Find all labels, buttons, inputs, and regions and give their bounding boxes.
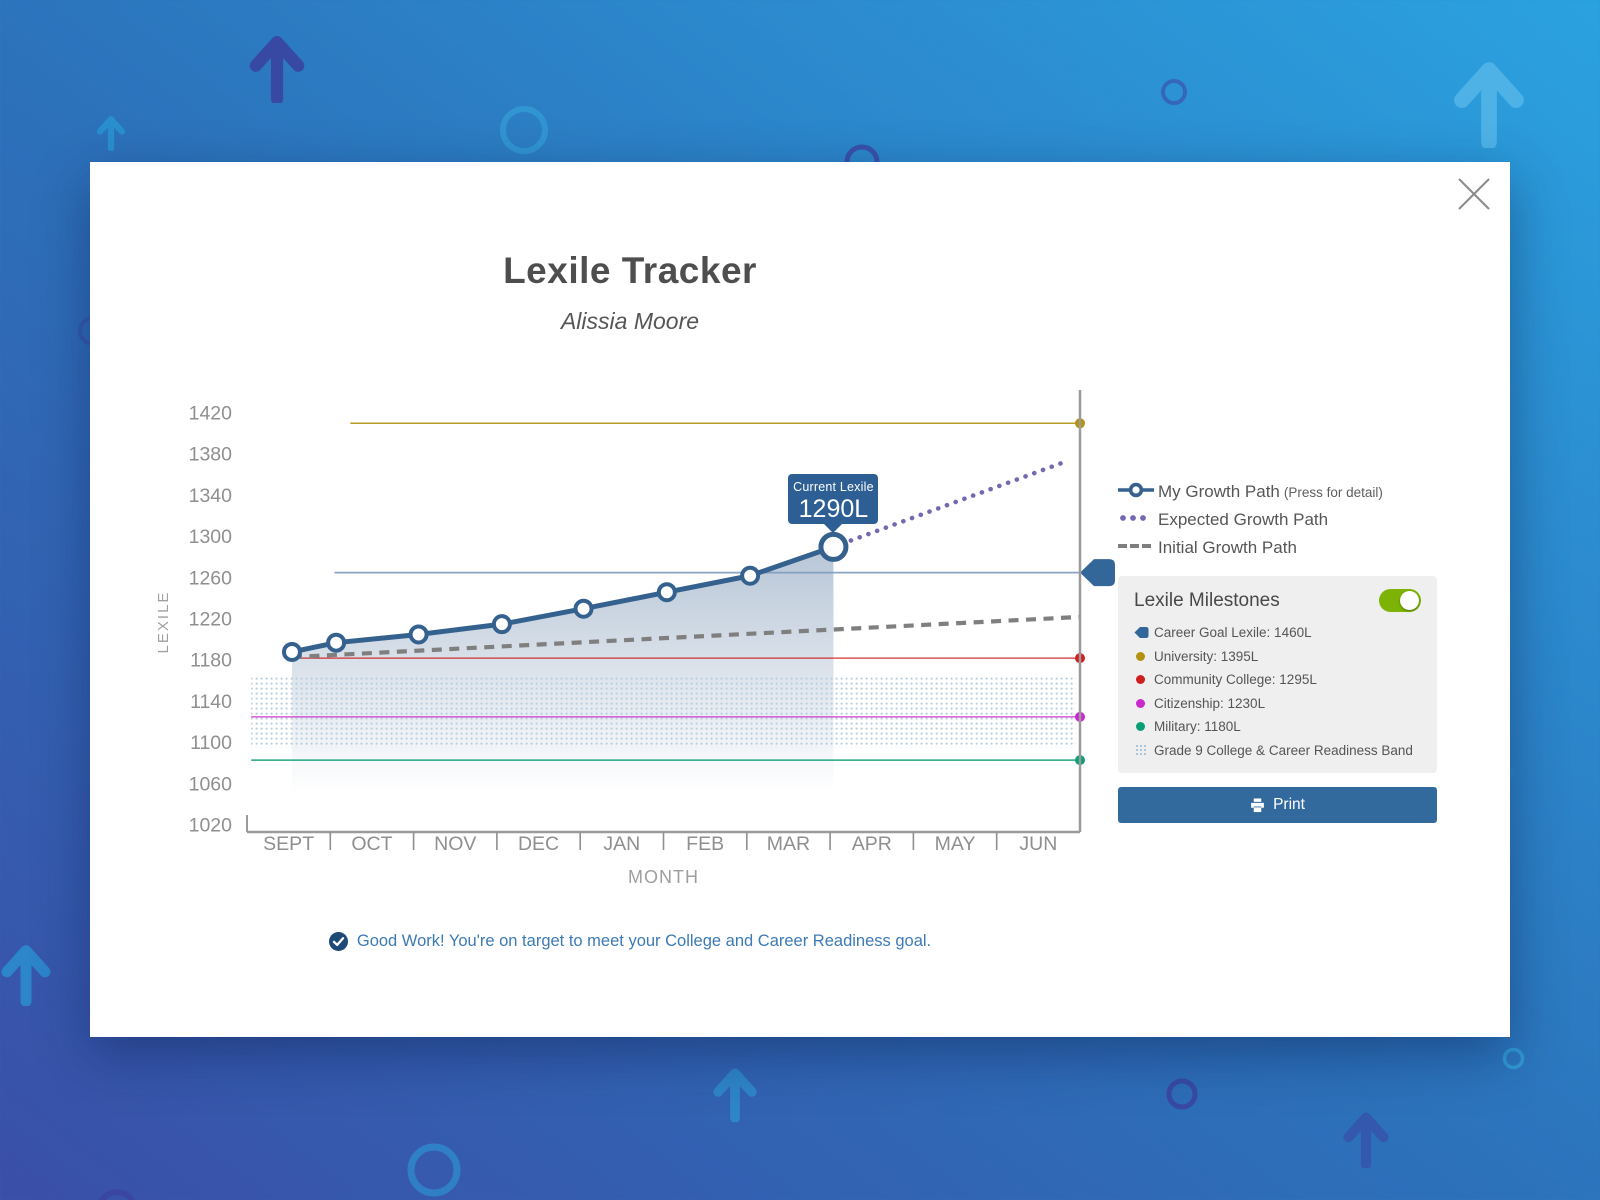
milestone-label: Community College: 1295L	[1154, 672, 1317, 688]
y-tick-label: 1060	[189, 773, 233, 795]
close-icon	[1458, 178, 1490, 210]
x-tick-label: SEPT	[263, 833, 314, 855]
print-button-label: Print	[1273, 796, 1305, 813]
initial-growth-path-marker-icon	[1118, 538, 1158, 559]
goal-status-message: Good Work! You're on target to meet your…	[130, 932, 1130, 951]
milestones-toggle[interactable]	[1379, 589, 1421, 612]
growth-data-point[interactable]	[656, 582, 677, 603]
milestone-dot-icon	[1134, 698, 1154, 708]
legend-initial-growth-path: Initial Growth Path	[1118, 538, 1478, 558]
tooltip-label: Current Lexile	[793, 479, 874, 494]
y-tick-label: 1260	[189, 567, 233, 589]
lexile-milestones-panel: Lexile Milestones Career Goal Lexile: 14…	[1118, 576, 1437, 773]
y-tick-label: 1180	[190, 650, 232, 672]
growth-data-point[interactable]	[281, 641, 302, 662]
decor-up-arrow-icon	[96, 116, 126, 151]
chart-legend: My Growth Path (Press for detail) Expect…	[1118, 482, 1478, 566]
milestone-item: Career Goal Lexile: 1460L	[1134, 621, 1421, 645]
career-goal-flag-handle[interactable]	[1080, 559, 1115, 587]
milestone-label: Grade 9 College & Career Readiness Band	[1154, 742, 1413, 758]
decor-up-arrow-icon	[1454, 62, 1524, 149]
legend-expected-growth-path: Expected Growth Path	[1118, 510, 1478, 530]
growth-data-point[interactable]	[408, 624, 429, 645]
y-tick-label: 1020	[189, 815, 233, 837]
decor-ring-icon	[1161, 79, 1187, 105]
decor-ring-icon	[407, 1143, 461, 1197]
expected-growth-path-line	[831, 460, 1066, 550]
x-tick-label: DEC	[518, 833, 559, 855]
x-tick-label: APR	[852, 833, 892, 855]
x-tick-label: NOV	[434, 833, 476, 855]
milestone-item: Citizenship: 1230L	[1134, 692, 1421, 716]
legend-my-growth-path[interactable]: My Growth Path (Press for detail)	[1118, 482, 1478, 502]
x-tick-label: FEB	[686, 833, 724, 855]
milestone-item: Military: 1180L	[1134, 715, 1421, 739]
legend-label: Initial Growth Path	[1158, 538, 1297, 557]
student-name: Alissia Moore	[560, 308, 700, 334]
decor-ring-icon	[1502, 1047, 1525, 1070]
ccr-band-icon	[1134, 743, 1154, 757]
decor-ring-icon	[98, 1189, 136, 1200]
milestone-dot-icon	[1134, 651, 1154, 661]
initial-growth-path-line	[291, 614, 1081, 660]
milestone-label: University: 1395L	[1154, 648, 1259, 664]
decor-ring-icon	[1166, 1078, 1198, 1110]
growth-data-point[interactable]	[740, 565, 761, 586]
y-tick-label: 1420	[189, 403, 233, 425]
check-circle-icon	[328, 932, 348, 951]
x-tick-label: MAY	[935, 833, 976, 855]
growth-data-point[interactable]	[326, 632, 347, 653]
milestones-panel-title: Lexile Milestones	[1134, 589, 1280, 611]
chart-header: Lexile Tracker Alissia Moore	[130, 250, 1130, 335]
my-growth-path-line	[289, 544, 836, 655]
my-growth-path-marker-icon	[1118, 482, 1158, 503]
decor-up-arrow-icon	[713, 1068, 757, 1122]
career-goal-flag-icon	[1134, 626, 1154, 639]
lexile-tracker-modal: Lexile Tracker Alissia Moore SEPT OCT NOV D…	[90, 162, 1510, 1037]
legend-label: My Growth Path	[1158, 482, 1280, 501]
milestone-item: Grade 9 College & Career Readiness Band	[1134, 739, 1421, 763]
growth-data-point[interactable]	[573, 598, 594, 619]
x-tick-label: JAN	[603, 833, 640, 855]
tooltip-value: 1290L	[798, 494, 869, 523]
x-axis-title: MONTH	[628, 867, 699, 887]
y-tick-label: 1300	[189, 526, 233, 548]
chart-canvas: SEPT OCT NOV DEC JAN FEB MAR APR MAY JUN MONTH 1420…	[155, 390, 1115, 887]
page-title: Lexile Tracker	[503, 250, 757, 291]
decor-up-arrow-icon	[249, 36, 305, 104]
milestone-item: University: 1395L	[1134, 645, 1421, 669]
expected-growth-path-marker-icon	[1118, 510, 1158, 531]
print-button[interactable]: Print	[1118, 787, 1437, 823]
y-tick-label: 1340	[189, 485, 233, 507]
y-tick-label: 1220	[189, 609, 233, 631]
growth-data-point[interactable]	[491, 614, 512, 635]
milestones-list: Career Goal Lexile: 1460L University: 139…	[1134, 621, 1421, 762]
milestone-dot-icon	[1134, 722, 1154, 732]
milestone-item: Community College: 1295L	[1134, 668, 1421, 692]
goal-status-text: Good Work! You're on target to meet your…	[356, 932, 932, 950]
current-lexile-tooltip: Current Lexile 1290L	[788, 473, 879, 533]
y-axis-title: LEXILE	[155, 591, 172, 654]
milestone-label: Citizenship: 1230L	[1154, 695, 1266, 711]
lexile-chart: SEPT OCT NOV DEC JAN FEB MAR APR MAY JUN MONTH 1420…	[130, 382, 1130, 922]
decor-ring-icon	[500, 106, 548, 154]
milestone-dot-icon	[1134, 675, 1154, 685]
legend-label: Expected Growth Path	[1158, 510, 1329, 529]
legend-note: (Press for detail)	[1283, 484, 1383, 500]
close-button[interactable]	[1456, 176, 1492, 212]
decor-up-arrow-icon	[1343, 1112, 1389, 1169]
y-tick-label: 1100	[190, 732, 232, 754]
ccr-band-region	[251, 674, 1076, 748]
printer-icon	[1251, 797, 1264, 812]
y-tick-label: 1380	[189, 444, 233, 466]
milestone-label: Career Goal Lexile: 1460L	[1154, 625, 1312, 641]
y-tick-label: 1140	[190, 691, 232, 713]
milestone-label: Military: 1180L	[1154, 719, 1241, 735]
current-lexile-point[interactable]	[818, 531, 849, 562]
decor-up-arrow-icon	[1, 945, 51, 1006]
x-tick-label: JUN	[1019, 833, 1057, 855]
toggle-knob	[1400, 591, 1419, 610]
x-tick-label: OCT	[351, 833, 392, 855]
x-tick-label: MAR	[767, 833, 810, 855]
